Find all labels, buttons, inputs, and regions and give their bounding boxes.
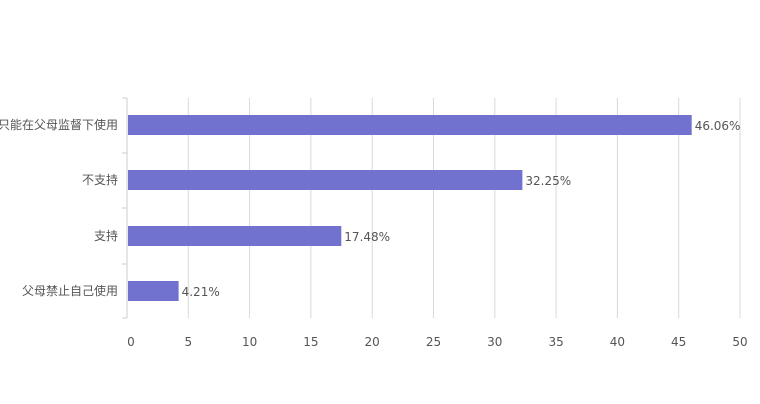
x-tick-label: 20 [365, 335, 380, 349]
category-label: 父母禁止自己使用 [22, 283, 118, 298]
x-tick-label: 50 [732, 335, 747, 349]
x-tick-label: 35 [548, 335, 563, 349]
category-label: 不支持 [82, 172, 118, 187]
bar [128, 281, 179, 301]
x-tick-label: 15 [303, 335, 318, 349]
value-label: 46.06% [695, 119, 741, 133]
axis-layer [122, 97, 128, 319]
bar [128, 115, 692, 135]
bar [128, 226, 342, 246]
x-tick-label: 45 [671, 335, 686, 349]
label-layer: 0 5 10 15 20 25 30 35 40 45 50 只能在父母监督下使用 46.06% 不支持 3… [0, 117, 748, 349]
value-label: 32.25% [525, 174, 571, 188]
x-tick-label: 5 [184, 335, 192, 349]
bar-layer [128, 115, 692, 301]
x-tick-label: 30 [487, 335, 502, 349]
x-tick-label: 10 [242, 335, 257, 349]
value-label: 17.48% [344, 230, 390, 244]
x-tick-label: 40 [610, 335, 625, 349]
category-label: 支持 [94, 228, 118, 243]
value-label: 4.21% [182, 285, 220, 299]
category-label: 只能在父母监督下使用 [0, 117, 118, 132]
x-tick-label: 25 [426, 335, 441, 349]
bar [128, 170, 523, 190]
x-tick-label: 0 [127, 335, 135, 349]
